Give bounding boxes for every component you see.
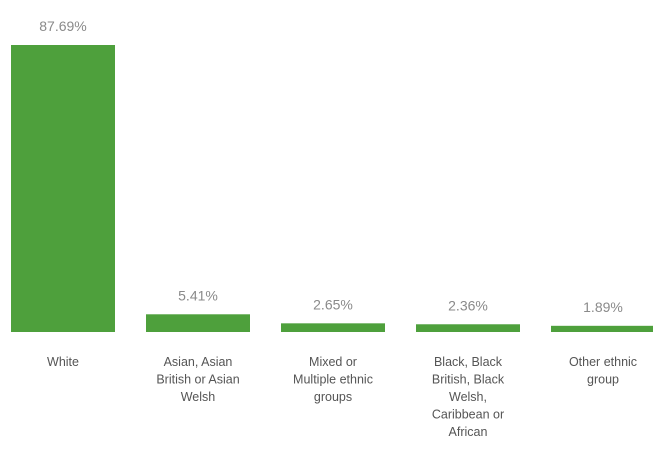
category-label-line: White <box>47 355 79 369</box>
category-label-line: Other ethnic <box>569 355 637 369</box>
category-label-line: Asian, Asian <box>164 355 233 369</box>
category-label-line: Caribbean or <box>432 408 504 422</box>
category-label-line: Welsh <box>181 390 216 404</box>
category-label-line: British, Black <box>432 373 505 387</box>
bar-3 <box>281 323 385 332</box>
value-label-3: 2.65% <box>313 296 353 312</box>
bar-4 <box>416 324 520 332</box>
category-label-line: British or Asian <box>156 373 239 387</box>
value-label-4: 2.36% <box>448 297 488 313</box>
bar-1 <box>11 45 115 332</box>
category-label-line: groups <box>314 390 352 404</box>
bar-5 <box>551 325 653 332</box>
category-label-3: Mixed or Multiple ethnic groups <box>293 355 373 404</box>
category-label-line: group <box>587 373 619 387</box>
bars-layer <box>11 45 653 332</box>
value-label-2: 5.41% <box>178 287 218 303</box>
category-label-5: Other ethnic group <box>569 355 637 387</box>
category-label-line: Welsh, <box>449 390 487 404</box>
value-label-5: 1.89% <box>583 299 623 315</box>
category-label-1: White <box>47 355 79 369</box>
category-label-line: Mixed or <box>309 355 357 369</box>
category-label-2: Asian, Asian British or Asian Welsh <box>156 355 239 404</box>
value-label-1: 87.69% <box>39 18 86 34</box>
category-label-line: Multiple ethnic <box>293 373 373 387</box>
category-label-line: Black, Black <box>434 355 503 369</box>
bar-2 <box>146 314 250 332</box>
value-labels-layer: 87.69% 5.41% 2.65% 2.36% 1.89% <box>39 18 623 315</box>
category-label-4: Black, Black British, Black Welsh, Caribbea… <box>432 355 505 439</box>
category-label-line: African <box>449 425 488 439</box>
category-labels-layer: White Asian, Asian British or Asian Welsh Mi… <box>47 355 637 439</box>
